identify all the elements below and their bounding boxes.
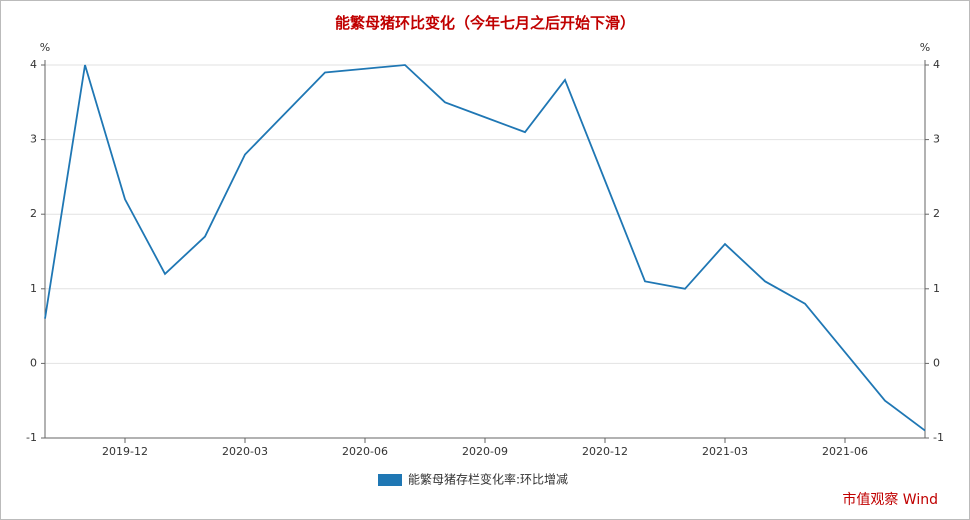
x-tick-label: 2021-03 [702,445,748,458]
y2-tick-label: 4 [933,58,940,71]
y2-tick-label: -1 [933,431,944,444]
chart-title: 能繁母猪环比变化（今年七月之后开始下滑） [335,14,635,32]
y2-tick-label: 1 [933,282,940,295]
y-tick-label: 4 [30,58,37,71]
watermark: 市值观察 Wind [842,491,938,508]
y-tick-label: 1 [30,282,37,295]
x-tick-label: 2020-09 [462,445,508,458]
x-tick-label: 2020-06 [342,445,388,458]
y-tick-label: 3 [30,133,37,146]
legend-swatch [378,474,402,486]
x-tick-label: 2019-12 [102,445,148,458]
y-tick-label: 2 [30,207,37,220]
x-tick-label: 2020-03 [222,445,268,458]
x-tick-label: 2021-06 [822,445,868,458]
legend-label: 能繁母猪存栏变化率:环比增减 [408,472,568,487]
y2-tick-label: 0 [933,356,940,369]
y-tick-label: 0 [30,356,37,369]
y-unit: % [40,41,50,54]
y-tick-label: -1 [26,431,37,444]
y2-tick-label: 2 [933,207,940,220]
y2-tick-label: 3 [933,133,940,146]
line [44,64,926,432]
y2-unit: % [920,41,930,54]
x-tick-label: 2020-12 [582,445,628,458]
